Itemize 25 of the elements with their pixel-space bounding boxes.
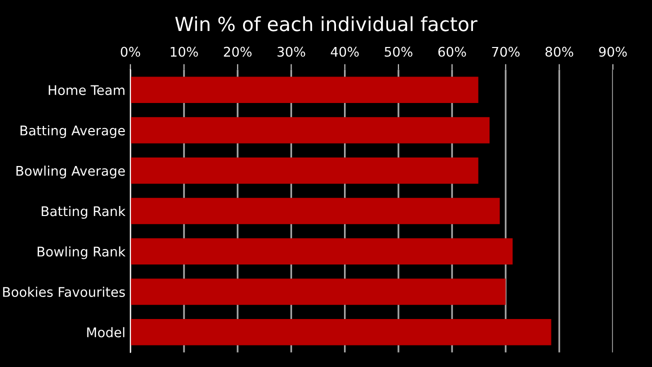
x-tick-label: 80% bbox=[546, 46, 574, 57]
x-tick-label: 90% bbox=[599, 46, 627, 57]
bar bbox=[130, 158, 478, 184]
x-tick-label: 40% bbox=[330, 46, 359, 57]
bar bbox=[130, 278, 506, 305]
x-tick-label: 70% bbox=[492, 46, 520, 57]
y-tick-label: Bowling Rank bbox=[38, 246, 126, 260]
x-tick-label: 20% bbox=[224, 46, 252, 57]
y-tick-label: Batting Average bbox=[20, 125, 125, 138]
y-tick-label: Bookies Favourites bbox=[3, 286, 125, 297]
x-tick-label: 10% bbox=[170, 46, 198, 57]
x-tick-label: 0% bbox=[120, 46, 140, 57]
y-tick-label: Bowling Average bbox=[16, 166, 125, 178]
bar bbox=[130, 319, 552, 346]
x-tick-label: 30% bbox=[278, 46, 306, 57]
y-tick-label: Batting Rank bbox=[42, 206, 126, 219]
bar bbox=[130, 238, 513, 265]
chart-title: Win % of each individual factor bbox=[175, 16, 478, 32]
bar bbox=[130, 117, 490, 144]
x-tick-label: 50% bbox=[384, 46, 412, 57]
bar bbox=[130, 198, 500, 224]
y-tick-label: Home Team bbox=[48, 85, 124, 96]
x-tick-label: 60% bbox=[438, 46, 466, 57]
y-tick-label: Model bbox=[87, 327, 124, 338]
bar bbox=[130, 76, 478, 104]
